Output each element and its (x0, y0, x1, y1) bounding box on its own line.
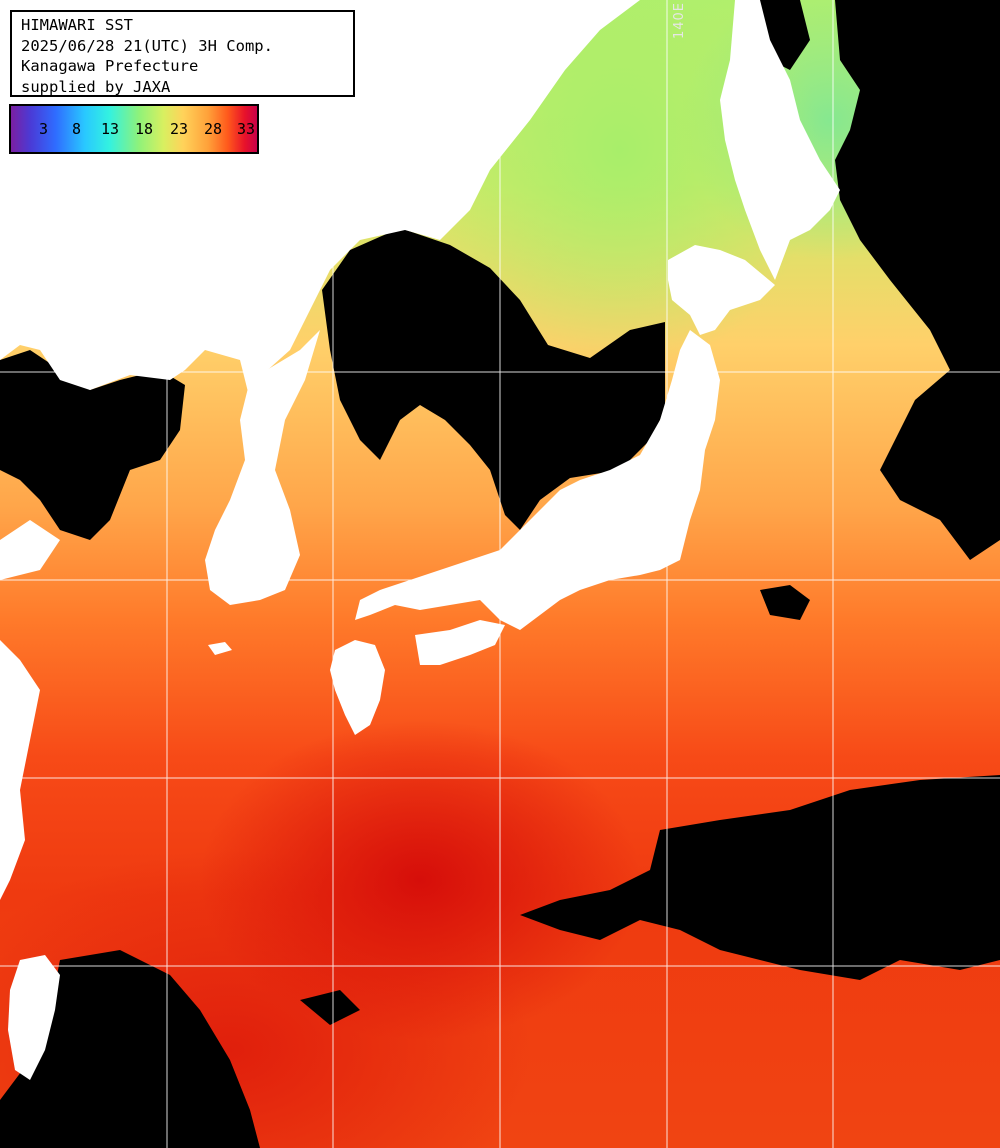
land-kyushu (330, 640, 385, 735)
cloud-mask-japan-sea-2 (470, 300, 520, 365)
title-line: HIMAWARI SST (21, 16, 133, 34)
land-hokkaido (668, 245, 775, 335)
land-asia-mainland (0, 0, 640, 400)
colorbar-tick: 18 (135, 120, 154, 138)
credit-line: supplied by JAXA (21, 77, 171, 96)
cloud-mask-northeast (835, 0, 1000, 560)
colorbar-tick: 28 (204, 120, 223, 138)
cloud-mask-west-korea (0, 350, 185, 540)
land-sakhalin (720, 0, 840, 280)
colorbar-tick: 3 (39, 120, 49, 138)
land-layer (0, 0, 840, 1080)
land-korea-peninsula (205, 330, 320, 605)
colorbar-tick: 23 (170, 120, 189, 138)
land-jeju (208, 642, 232, 655)
cloud-mask-east-mid (760, 585, 810, 620)
cloud-mask-southwest (0, 950, 260, 1148)
land-east-china-coast (0, 640, 40, 900)
cloud-mask-mid-sea (300, 990, 360, 1025)
land-shandong (0, 520, 60, 580)
colorbar-tick: 8 (72, 120, 82, 138)
land-ulleung (400, 130, 428, 155)
cloud-mask-japan-sea (322, 228, 665, 530)
land-taiwan (8, 955, 60, 1080)
longitude-label: 140E (672, 2, 687, 40)
colorbar-tick: 33 (237, 120, 256, 138)
date-line: 2025/06/28 21(UTC) 3H Comp. (21, 36, 273, 55)
region-line: Kanagawa Prefecture (21, 57, 199, 75)
colorbar-tick: 13 (101, 120, 120, 138)
land-shikoku (415, 620, 505, 665)
cloud-mask-south-band (520, 775, 1000, 980)
land-honshu (355, 330, 720, 630)
title-box: HIMAWARI SST 2025/06/28 21(UTC) 3H Comp.… (10, 10, 355, 97)
temperature-colorbar: 3 8 13 18 23 28 33 (9, 104, 259, 154)
